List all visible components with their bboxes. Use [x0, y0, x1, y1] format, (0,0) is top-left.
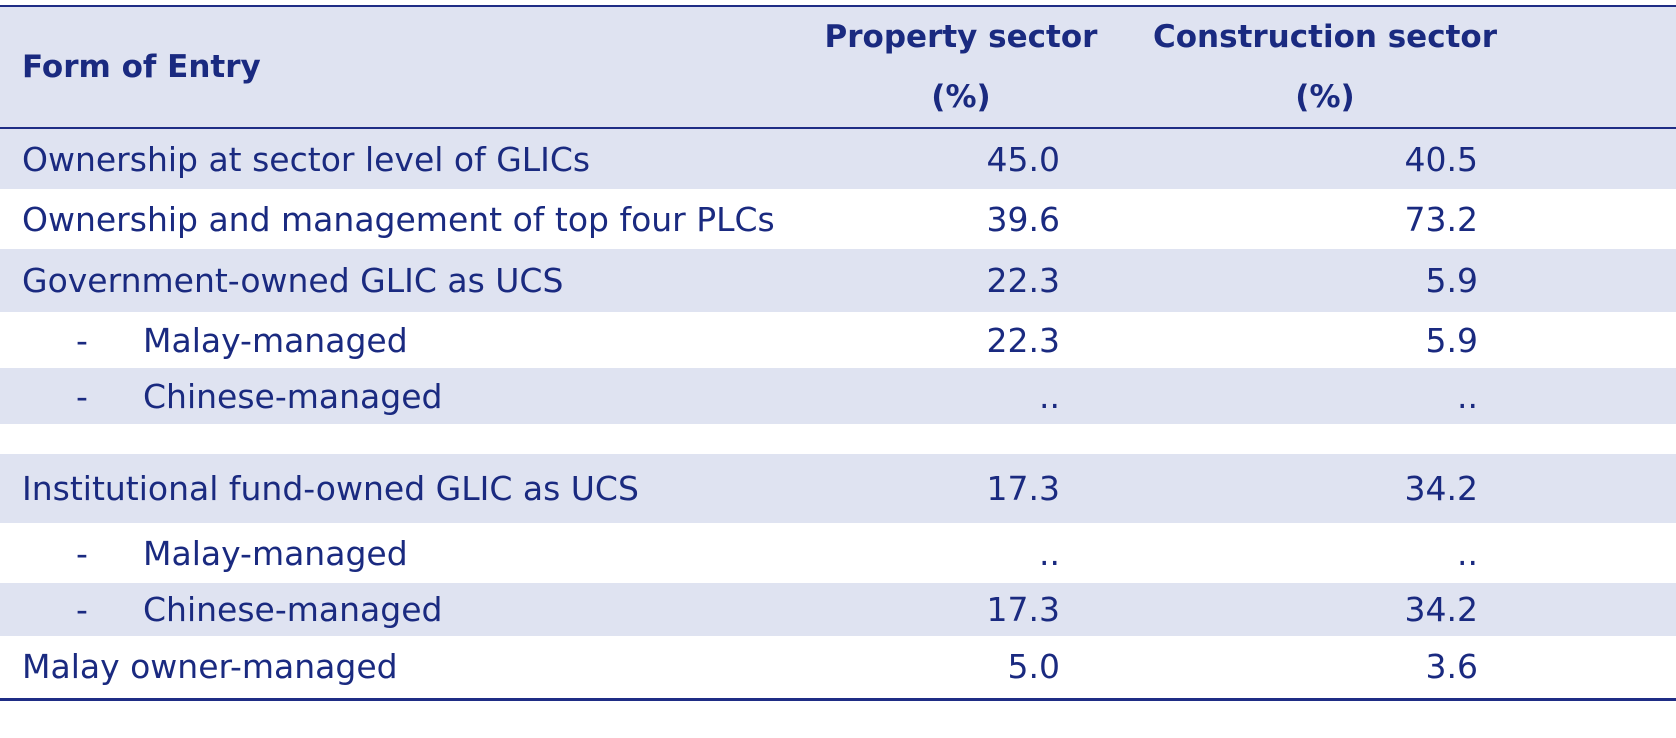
- table-row: - Malay-managed .. ..: [0, 523, 1676, 583]
- property-value: 5.0: [862, 636, 1062, 701]
- header-property-line1: Property sector: [824, 19, 1098, 55]
- construction-value: 34.2: [1260, 454, 1478, 523]
- table-row: - Chinese-managed 17.3 34.2: [0, 583, 1676, 636]
- construction-value: ..: [1260, 368, 1478, 424]
- table-row: Ownership and management of top four PLC…: [0, 189, 1676, 249]
- header-construction-line1: Construction sector: [1153, 19, 1497, 55]
- property-value: 39.6: [862, 189, 1062, 249]
- row-label-sub: - Malay-managed: [0, 523, 862, 583]
- header-form-of-entry: Form of Entry: [0, 5, 862, 129]
- header-property-line2: (%): [931, 79, 991, 115]
- property-value: 45.0: [862, 128, 1062, 189]
- table-row: - Chinese-managed .. ..: [0, 368, 1676, 424]
- row-dash: -: [76, 376, 88, 416]
- row-label: Government-owned GLIC as UCS: [0, 249, 862, 312]
- construction-value: 5.9: [1260, 249, 1478, 312]
- table-header-row: Form of Entry Property sector (%) Constr…: [0, 5, 1676, 129]
- table-row: Government-owned GLIC as UCS 22.3 5.9: [0, 249, 1676, 312]
- row-label: Malay-managed: [143, 533, 408, 573]
- table-row: Malay owner-managed 5.0 3.6: [0, 636, 1676, 701]
- table-row: Institutional fund-owned GLIC as UCS 17.…: [0, 454, 1676, 523]
- row-dash: -: [76, 590, 88, 629]
- row-label-sub: - Malay-managed: [0, 312, 862, 368]
- row-label: Malay owner-managed: [0, 636, 862, 701]
- entry-form-table-container: Form of Entry Property sector (%) Constr…: [0, 5, 1676, 701]
- property-value: 22.3: [862, 249, 1062, 312]
- entry-form-table: Form of Entry Property sector (%) Constr…: [0, 5, 1676, 701]
- row-label: Ownership and management of top four PLC…: [0, 189, 862, 249]
- row-dash: -: [76, 533, 88, 573]
- header-construction-sector: Construction sector (%): [1153, 5, 1676, 129]
- row-label: Malay-managed: [143, 320, 408, 360]
- property-value: 17.3: [862, 454, 1062, 523]
- row-dash: -: [76, 320, 88, 360]
- property-value: 22.3: [862, 312, 1062, 368]
- construction-value: 73.2: [1260, 189, 1478, 249]
- construction-value: ..: [1260, 523, 1478, 583]
- construction-value: 40.5: [1260, 128, 1478, 189]
- row-label-sub: - Chinese-managed: [0, 368, 862, 424]
- table-row: - Malay-managed 22.3 5.9: [0, 312, 1676, 368]
- row-label-sub: - Chinese-managed: [0, 583, 862, 636]
- table-row: Ownership at sector level of GLICs 45.0 …: [0, 128, 1676, 189]
- construction-value: 3.6: [1260, 636, 1478, 701]
- property-value: ..: [862, 523, 1062, 583]
- construction-value: 5.9: [1260, 312, 1478, 368]
- row-label: Chinese-managed: [143, 590, 443, 629]
- property-value: 17.3: [862, 583, 1062, 636]
- row-label: Ownership at sector level of GLICs: [0, 128, 862, 189]
- property-value: ..: [862, 368, 1062, 424]
- spacer-row: [0, 424, 1676, 454]
- header-construction-line2: (%): [1295, 79, 1355, 115]
- construction-value: 34.2: [1260, 583, 1478, 636]
- row-label: Institutional fund-owned GLIC as UCS: [0, 454, 862, 523]
- row-label: Chinese-managed: [143, 376, 443, 416]
- header-property-sector: Property sector (%): [825, 5, 1260, 129]
